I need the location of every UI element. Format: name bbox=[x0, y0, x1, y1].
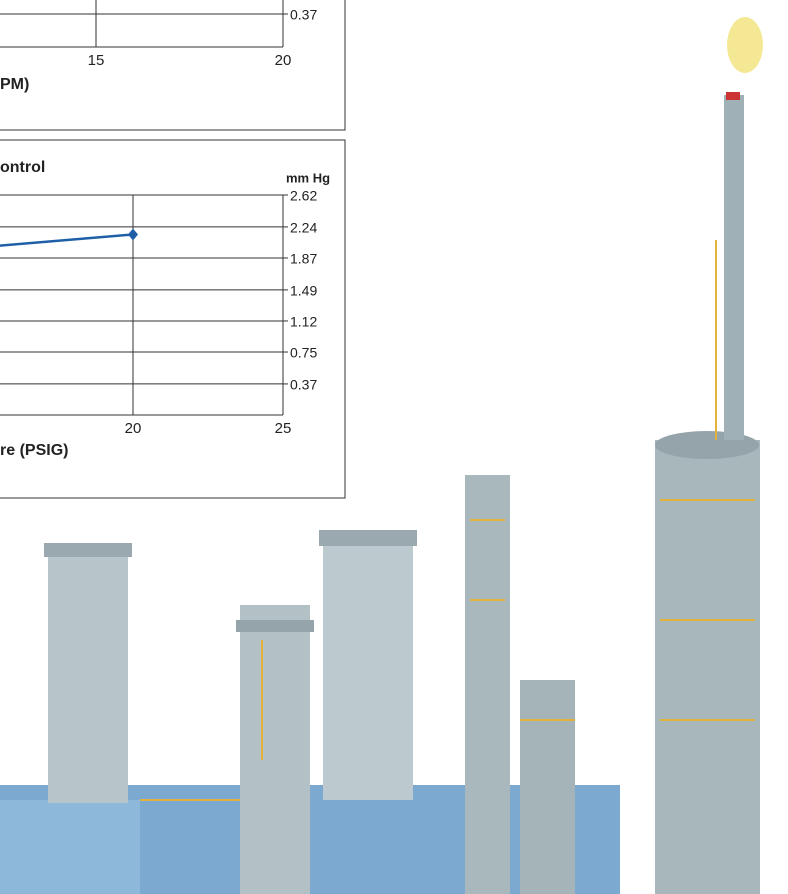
chart-title: ontrol bbox=[0, 159, 45, 176]
x-axis-label: PM) bbox=[0, 76, 29, 93]
y-tick-label: 0.75 bbox=[290, 345, 317, 361]
refinery-photo bbox=[0, 17, 763, 894]
y-tick-label: 0.37 bbox=[290, 377, 317, 393]
y-tick-label: 1.87 bbox=[290, 251, 317, 267]
x-tick-label: 15 bbox=[88, 52, 105, 69]
x-tick-label: 25 bbox=[275, 420, 292, 437]
x-tick-label: 20 bbox=[275, 52, 292, 69]
chart-frame bbox=[0, 139, 346, 499]
chart-frame bbox=[0, 0, 346, 131]
y-tick-label: 0.37 bbox=[290, 7, 317, 23]
line bbox=[0, 233, 134, 247]
y-tick-label: 2.62 bbox=[290, 188, 317, 204]
marker bbox=[128, 228, 138, 241]
y-axis-label: mm Hg bbox=[286, 170, 330, 185]
x-axis-label: re (PSIG) bbox=[0, 442, 68, 459]
x-tick-label: 20 bbox=[125, 420, 142, 437]
y-tick-label: 2.24 bbox=[290, 220, 317, 236]
y-tick-label: 1.12 bbox=[290, 314, 317, 330]
y-tick-label: 1.49 bbox=[290, 283, 317, 299]
